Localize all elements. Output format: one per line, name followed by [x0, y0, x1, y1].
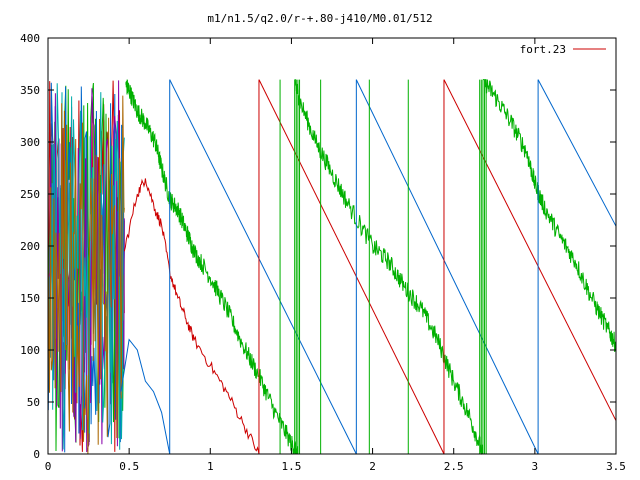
- x-tick-label-5: 2.5: [444, 460, 464, 473]
- series-2-segment-3: [537, 79, 617, 227]
- series-0-segment-0: [123, 178, 260, 455]
- x-tick-label-7: 3.5: [606, 460, 626, 473]
- y-tick-label-1: 50: [27, 396, 40, 409]
- y-tick-label-6: 300: [20, 136, 40, 149]
- y-tick-label-5: 250: [20, 188, 40, 201]
- x-tick-label-0: 0: [45, 460, 52, 473]
- series-2-segment-1: [169, 79, 357, 455]
- x-tick-label-4: 2: [369, 460, 376, 473]
- legend-label-0: fort.23: [520, 43, 566, 56]
- x-tick-label-3: 1.5: [281, 460, 301, 473]
- series-2-segment-2: [355, 79, 539, 455]
- series-2-segment-0: [120, 338, 171, 455]
- series-1-segment-2: [482, 79, 617, 352]
- y-tick-label-7: 350: [20, 84, 40, 97]
- y-tick-label-3: 150: [20, 292, 40, 305]
- y-tick-label-0: 0: [33, 448, 40, 461]
- x-tick-label-2: 1: [207, 460, 214, 473]
- y-tick-label-2: 100: [20, 344, 40, 357]
- y-tick-label-4: 200: [20, 240, 40, 253]
- series-0-segment-1: [258, 79, 445, 455]
- chart-title: m1/n1.5/q2.0/r-+.80-j410/M0.01/512: [207, 12, 432, 25]
- y-tick-label-8: 400: [20, 32, 40, 45]
- cluster-line-5: [47, 95, 125, 454]
- series-0-segment-2: [443, 79, 617, 421]
- x-tick-label-1: 0.5: [119, 460, 139, 473]
- x-tick-label-6: 3: [532, 460, 539, 473]
- series-1-segment-1: [294, 79, 484, 455]
- series-1-segment-0: [125, 79, 299, 455]
